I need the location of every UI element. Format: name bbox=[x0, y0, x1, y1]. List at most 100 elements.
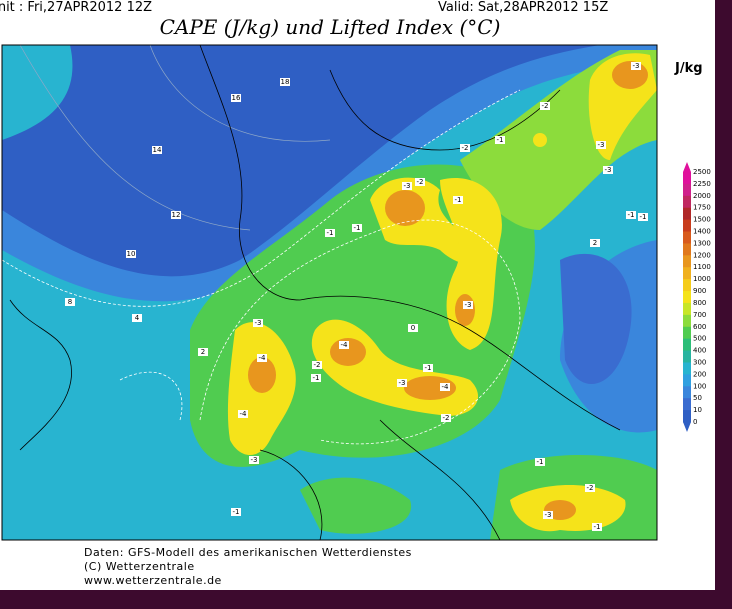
footer-line: Daten: GFS-Modell des amerikanischen Wet… bbox=[84, 546, 412, 559]
contour-label: -1 bbox=[313, 374, 320, 382]
contour-label: -4 bbox=[240, 410, 248, 418]
contour-label: 18 bbox=[281, 78, 290, 86]
colorbar-tick-label: 100 bbox=[693, 382, 706, 390]
contour-label: -2 bbox=[462, 144, 469, 152]
contour-label: -4 bbox=[341, 341, 349, 349]
contour-label-box bbox=[231, 94, 241, 102]
colorbar-tick-label: 2500 bbox=[693, 168, 711, 176]
contour-label: -2 bbox=[314, 361, 321, 369]
contour-label: -1 bbox=[628, 211, 635, 219]
cape-region bbox=[533, 133, 547, 147]
contour-label-box bbox=[460, 144, 470, 152]
contour-label: -1 bbox=[497, 136, 504, 144]
contour-labels: 18 16 14 12 10 8 4 2 -3 -2 -1 -2 -3 -3 -3 -1 -2 -1 -1 -1 -1 2… bbox=[65, 62, 648, 531]
contour-label: -1 bbox=[640, 213, 647, 221]
contour-label-box bbox=[238, 410, 248, 418]
contour-label: 12 bbox=[172, 211, 181, 219]
contour-line bbox=[119, 371, 183, 421]
cape-region bbox=[248, 357, 276, 393]
contour-label: -1 bbox=[455, 196, 462, 204]
colorbar-tick-label: 200 bbox=[693, 370, 706, 378]
colorbar-tick-label: 0 bbox=[693, 418, 697, 426]
colorbar-segment bbox=[683, 207, 691, 221]
contour-label-box bbox=[198, 348, 208, 356]
coastline bbox=[329, 69, 561, 151]
colorbar-tick-label: 600 bbox=[693, 323, 706, 331]
contour-label-box bbox=[638, 213, 648, 221]
contour-label: -3 bbox=[399, 379, 406, 387]
colorbar-tick-label: 500 bbox=[693, 335, 706, 343]
contour-label: -2 bbox=[587, 484, 594, 492]
contour-label-box bbox=[453, 196, 463, 204]
contour-label: -3 bbox=[598, 141, 605, 149]
contour-label: -3 bbox=[251, 456, 258, 464]
contour-label-box bbox=[590, 239, 600, 247]
contour-label-box bbox=[280, 78, 290, 86]
colorbar-segment bbox=[683, 267, 691, 280]
map-frame bbox=[1, 44, 658, 541]
contour-label: -3 bbox=[605, 166, 612, 174]
contour-label-box bbox=[440, 383, 450, 391]
colorbar-tick-label: 1200 bbox=[693, 251, 711, 259]
colorbar-tick-label: 1500 bbox=[693, 216, 711, 224]
colorbar-tick-label: 900 bbox=[693, 287, 706, 295]
colorbar-tick-label: 2000 bbox=[693, 192, 711, 200]
contour-label: 8 bbox=[68, 298, 72, 306]
colorbar-cap bbox=[683, 162, 691, 172]
colorbar-tick-label: 700 bbox=[693, 311, 706, 319]
contour-label: -1 bbox=[327, 229, 334, 237]
contour-label-box bbox=[152, 146, 162, 154]
contour-label-box bbox=[592, 523, 602, 531]
contour-label: -1 bbox=[425, 364, 432, 372]
colorbar-segment bbox=[683, 362, 691, 375]
cape-region bbox=[404, 376, 456, 400]
contour-label-box bbox=[397, 379, 407, 387]
contour-label-box bbox=[596, 141, 606, 149]
contour-line bbox=[149, 45, 331, 142]
coastlines bbox=[9, 45, 621, 540]
contour-label-box bbox=[352, 224, 362, 232]
colorbar-segment bbox=[683, 314, 691, 328]
contour-label-box bbox=[231, 508, 241, 516]
colorbar-segment bbox=[683, 350, 691, 363]
contour-label: -3 bbox=[404, 182, 411, 190]
border bbox=[299, 295, 621, 431]
contour-label-box bbox=[463, 301, 473, 309]
contour-label: -3 bbox=[255, 319, 262, 327]
colorbar-segment bbox=[683, 231, 691, 244]
colorbar-segment bbox=[683, 279, 691, 292]
colorbar-segment bbox=[683, 255, 691, 268]
contour-label-box bbox=[311, 374, 321, 382]
colorbar-tick-label: 1400 bbox=[693, 228, 711, 236]
map-area: 18 16 14 12 10 8 4 2 -3 -2 -1 -2 -3 -3 -3 -1 -2 -1 -1 -1 -1 2… bbox=[2, 45, 657, 540]
contour-label: 2 bbox=[201, 348, 205, 356]
colorbar-segment bbox=[683, 172, 691, 185]
colorbar-segment bbox=[683, 386, 691, 399]
contour-label: 16 bbox=[232, 94, 241, 102]
contour-label-box bbox=[126, 250, 136, 258]
border bbox=[379, 419, 501, 540]
colorbar-tick-label: 1300 bbox=[693, 239, 711, 247]
contour-label: 4 bbox=[135, 314, 140, 322]
contour-label-box bbox=[171, 211, 181, 219]
colorbar-cap bbox=[683, 422, 691, 432]
contour-label-box bbox=[543, 511, 553, 519]
coastline bbox=[9, 299, 72, 451]
contour-label: -4 bbox=[259, 354, 267, 362]
cape-region bbox=[300, 477, 412, 534]
colorbar-segment bbox=[683, 338, 691, 352]
contour-label: -2 bbox=[443, 414, 450, 422]
contour-label-box bbox=[132, 314, 142, 322]
colorbar-tick-label: 1100 bbox=[693, 263, 711, 271]
contour-label-box bbox=[631, 62, 641, 70]
contour-label-box bbox=[603, 166, 613, 174]
valid-time: Valid: Sat,28APR2012 15Z bbox=[438, 0, 608, 15]
colorbar-unit: J/kg bbox=[674, 61, 703, 76]
contour-label-box bbox=[441, 414, 451, 422]
colorbar-tick-label: 1750 bbox=[693, 204, 711, 212]
contour-label: -3 bbox=[633, 62, 640, 70]
contour-label-box bbox=[535, 458, 545, 466]
contour-label-box bbox=[540, 102, 550, 110]
contour-label: -3 bbox=[545, 511, 552, 519]
